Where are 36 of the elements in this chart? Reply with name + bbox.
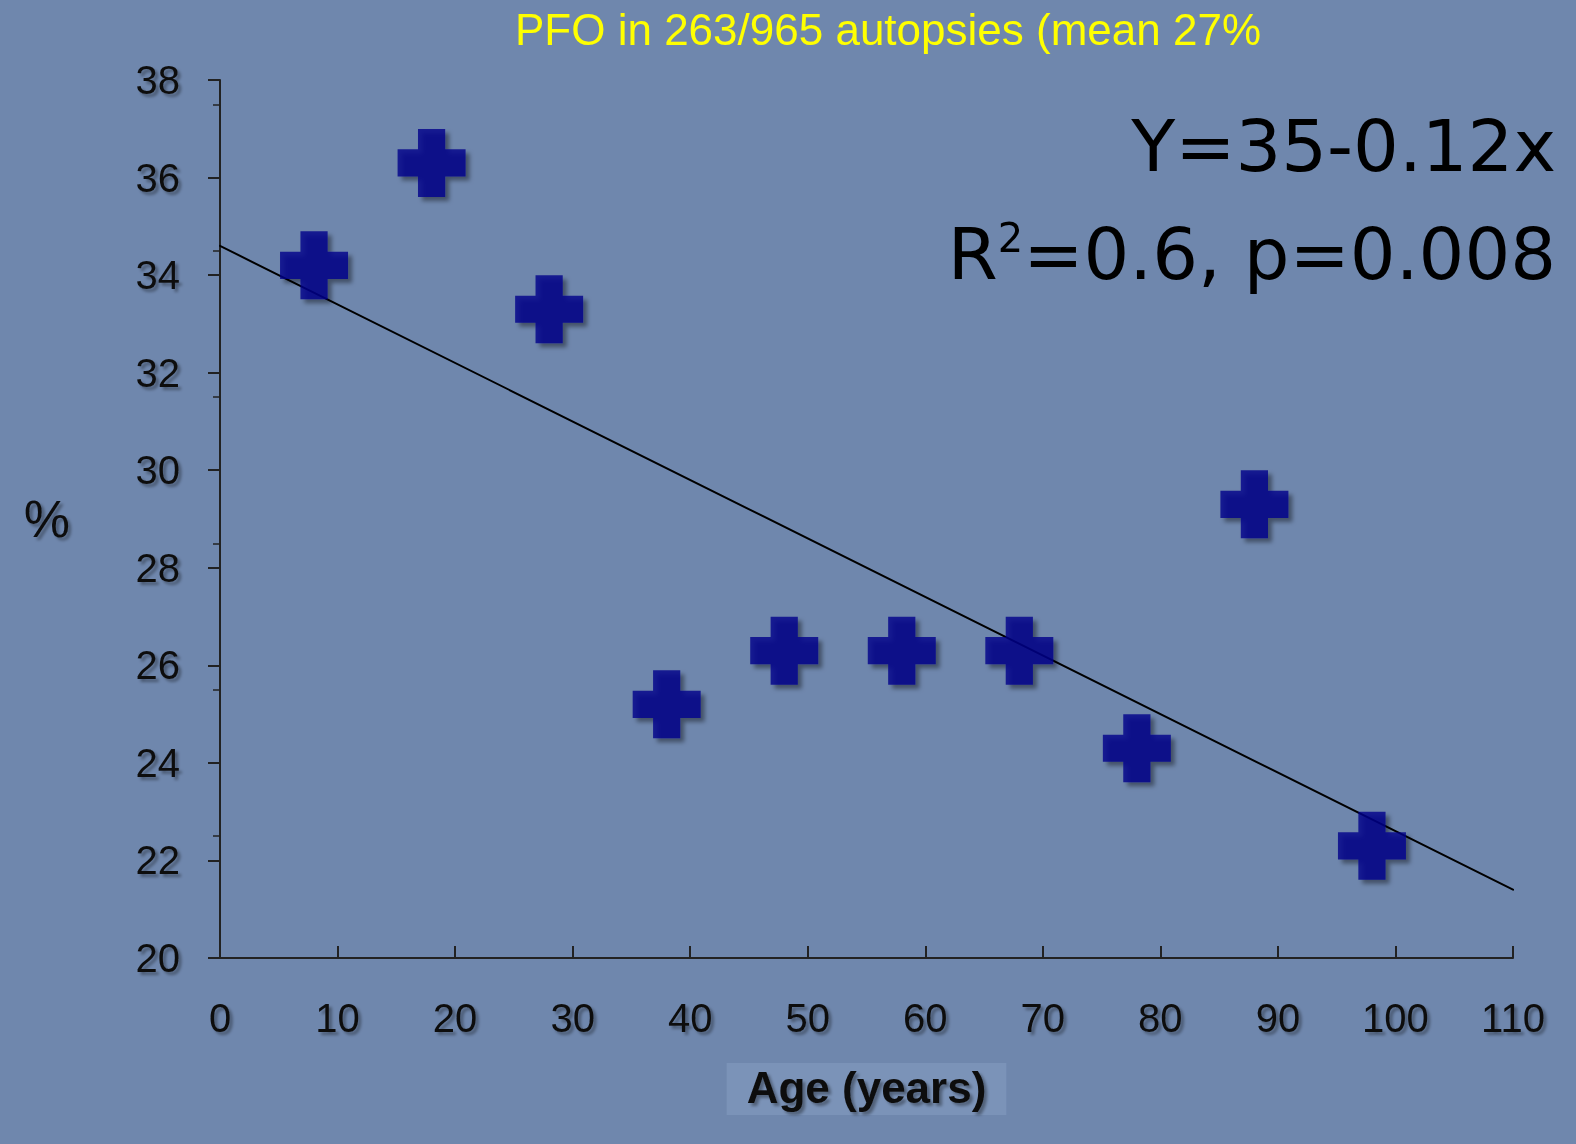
- point: [1220, 470, 1289, 539]
- x-tick-label: 110: [1481, 996, 1545, 1040]
- x-tick-label: 20: [432, 996, 478, 1040]
- x-tick-label: 60: [903, 996, 948, 1040]
- point: [397, 128, 466, 197]
- y-tick-label: 38: [135, 58, 180, 102]
- x-tick-label: 30: [550, 996, 595, 1040]
- y-tick-label: 36: [135, 155, 180, 200]
- annotation: Y=35-0.12x: [1130, 104, 1556, 188]
- x-tick-label: 80: [1138, 996, 1183, 1040]
- point: [985, 616, 1054, 685]
- x-tick-label: 50: [785, 996, 830, 1040]
- point: [750, 616, 819, 685]
- point: [280, 231, 349, 300]
- point: [515, 275, 584, 344]
- point: [632, 670, 701, 739]
- point: [867, 616, 936, 685]
- point: [1337, 811, 1406, 880]
- point: [1102, 714, 1171, 783]
- y-tick-label: 34: [135, 253, 180, 298]
- y-tick-label: 24: [135, 740, 180, 785]
- chart-title: PFO in 263/965 autopsies (mean 27%: [515, 4, 1262, 54]
- x-tick-label: 40: [667, 996, 713, 1040]
- x-tick-label: 70: [1020, 996, 1066, 1040]
- y-tick-label: 26: [135, 643, 180, 688]
- y-tick-label: 32: [135, 350, 180, 395]
- x-tick-label: 100: [1362, 996, 1429, 1040]
- x-tick-label: 10: [315, 996, 360, 1040]
- x-tick-label: 0: [208, 996, 232, 1040]
- x-tick-label: 90: [1255, 996, 1301, 1040]
- y-tick-label: 20: [135, 936, 180, 980]
- x-axis-title: Age (years): [746, 1062, 987, 1112]
- y-tick-label: 30: [135, 448, 180, 493]
- y-tick-label: 22: [135, 838, 180, 883]
- y-tick-label: 28: [135, 545, 180, 590]
- y-axis-title: %: [23, 490, 70, 548]
